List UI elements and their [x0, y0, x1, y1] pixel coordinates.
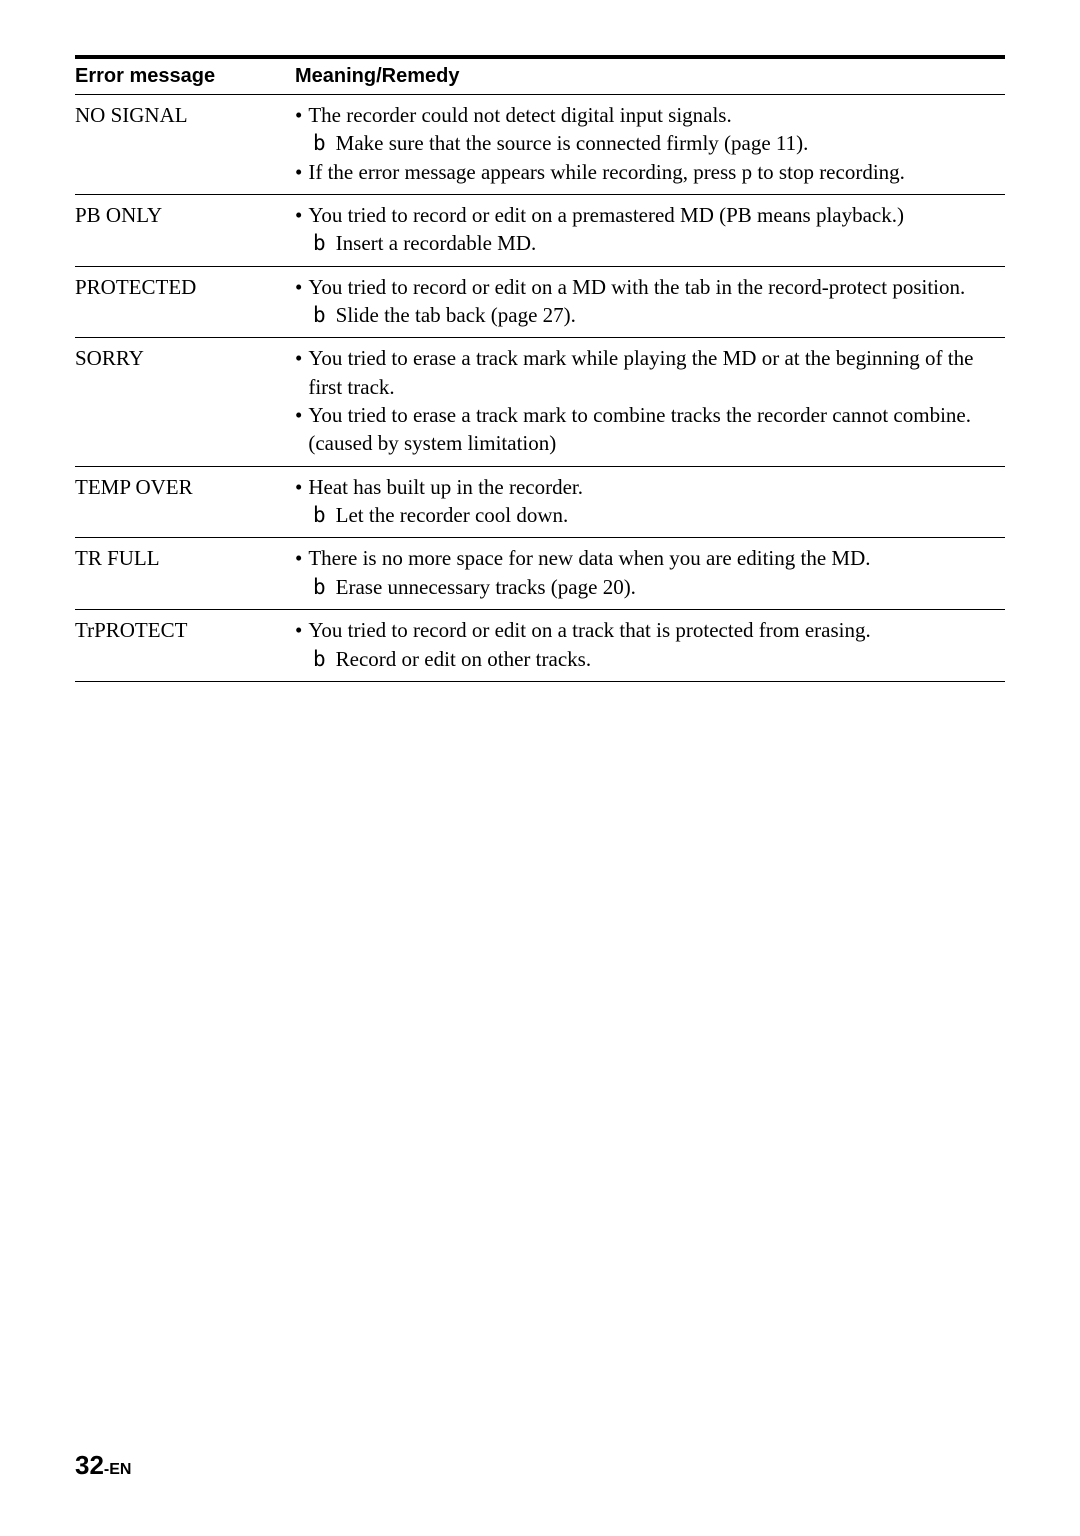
bullet-line: •You tried to erase a track mark to comb…: [295, 401, 1005, 458]
bullet-line: •You tried to record or edit on a premas…: [295, 201, 1005, 229]
header-error-message: Error message: [75, 65, 215, 87]
bullet-line: •If the error message appears while reco…: [295, 158, 1005, 186]
bullet-line: •Heat has built up in the recorder.: [295, 473, 1005, 501]
meaning-content: •You tried to record or edit on a MD wit…: [295, 273, 1005, 330]
bullet-icon: •: [295, 201, 302, 229]
page-suffix: -EN: [104, 1461, 132, 1478]
bullet-icon: •: [295, 344, 302, 372]
bullet-line: •You tried to record or edit on a MD wit…: [295, 273, 1005, 301]
table-row: TrPROTECT •You tried to record or edit on…: [75, 609, 1005, 682]
arrow-icon: b: [313, 129, 326, 157]
bullet-text: You tried to record or edit on a MD with…: [308, 273, 1005, 301]
bullet-text: Heat has built up in the recorder.: [308, 473, 1005, 501]
error-name: TR FULL: [75, 546, 160, 570]
remedy-line: b Make sure that the source is connected …: [295, 129, 1005, 157]
remedy-line: b Let the recorder cool down.: [295, 501, 1005, 529]
remedy-text: Let the recorder cool down.: [336, 501, 569, 529]
error-name: PB ONLY: [75, 203, 162, 227]
table-row: TEMP OVER •Heat has built up in the recor…: [75, 466, 1005, 538]
table-row: PB ONLY •You tried to record or edit on a…: [75, 194, 1005, 266]
bullet-icon: •: [295, 544, 302, 572]
bullet-line: •The recorder could not detect digital i…: [295, 101, 1005, 129]
error-message-table: Error message Meaning/Remedy NO SIGNAL•T…: [75, 55, 1005, 682]
bullet-text: You tried to record or edit on a premast…: [308, 201, 1005, 229]
remedy-text: Make sure that the source is connected f…: [336, 129, 809, 157]
bullet-icon: •: [295, 158, 302, 186]
bullet-text: You tried to erase a track mark to combi…: [308, 401, 1005, 458]
meaning-content: •You tried to record or edit on a premas…: [295, 201, 1005, 258]
remedy-line: b Erase unnecessary tracks (page 20).: [295, 573, 1005, 601]
bullet-text: If the error message appears while recor…: [308, 158, 1005, 186]
bullet-text: The recorder could not detect digital in…: [308, 101, 1005, 129]
table-row: SORRY •You tried to erase a track mark wh…: [75, 337, 1005, 465]
remedy-text: Slide the tab back (page 27).: [336, 301, 576, 329]
page-number: 32: [75, 1450, 104, 1480]
bullet-icon: •: [295, 616, 302, 644]
header-meaning-remedy: Meaning/Remedy: [295, 65, 459, 87]
error-name: TrPROTECT: [75, 618, 187, 642]
meaning-content: •You tried to erase a track mark while p…: [295, 344, 1005, 457]
table-row: TR FULL •There is no more space for new d…: [75, 537, 1005, 609]
bullet-text: You tried to record or edit on a track t…: [308, 616, 1005, 644]
meaning-content: •The recorder could not detect digital i…: [295, 101, 1005, 186]
bullet-text: You tried to erase a track mark while pl…: [308, 344, 1005, 401]
bullet-icon: •: [295, 473, 302, 501]
error-name: PROTECTED: [75, 275, 196, 299]
table-header-row: Error message Meaning/Remedy: [75, 55, 1005, 94]
error-name: NO SIGNAL: [75, 103, 188, 127]
arrow-icon: b: [313, 573, 326, 601]
remedy-line: b Slide the tab back (page 27).: [295, 301, 1005, 329]
remedy-text: Erase unnecessary tracks (page 20).: [336, 573, 636, 601]
remedy-text: Record or edit on other tracks.: [336, 645, 591, 673]
bullet-icon: •: [295, 101, 302, 129]
arrow-icon: b: [313, 229, 326, 257]
bullet-icon: •: [295, 273, 302, 301]
meaning-content: •There is no more space for new data whe…: [295, 544, 1005, 601]
table-row: NO SIGNAL•The recorder could not detect …: [75, 94, 1005, 194]
table-row: PROTECTED •You tried to record or edit on…: [75, 266, 1005, 338]
bullet-text: There is no more space for new data when…: [308, 544, 1005, 572]
remedy-text: Insert a recordable MD.: [336, 229, 537, 257]
bullet-line: •You tried to erase a track mark while p…: [295, 344, 1005, 401]
arrow-icon: b: [313, 645, 326, 673]
meaning-content: •Heat has built up in the recorder.b Let …: [295, 473, 1005, 530]
page-footer: 32-EN: [75, 1450, 131, 1481]
remedy-line: b Record or edit on other tracks.: [295, 645, 1005, 673]
bullet-line: •You tried to record or edit on a track …: [295, 616, 1005, 644]
meaning-content: •You tried to record or edit on a track …: [295, 616, 1005, 673]
remedy-line: b Insert a recordable MD.: [295, 229, 1005, 257]
arrow-icon: b: [313, 501, 326, 529]
bullet-icon: •: [295, 401, 302, 429]
bullet-line: •There is no more space for new data whe…: [295, 544, 1005, 572]
error-name: SORRY: [75, 346, 144, 370]
arrow-icon: b: [313, 301, 326, 329]
error-name: TEMP OVER: [75, 475, 193, 499]
